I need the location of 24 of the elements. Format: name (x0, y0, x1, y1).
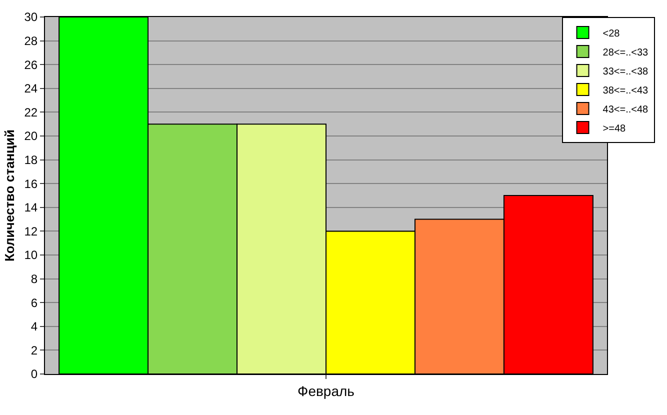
y-tick-label: 30 (24, 10, 38, 24)
y-tick-label: 20 (24, 129, 38, 144)
y-tick-label: 0 (30, 367, 38, 382)
y-tick-label: 22 (24, 105, 38, 120)
legend-label: 43<=..<48 (602, 104, 649, 116)
y-tick-label: 18 (24, 153, 38, 167)
legend-label: <28 (602, 28, 620, 40)
y-tick-label: 14 (24, 200, 38, 215)
legend-label: 33<=..<38 (602, 66, 649, 78)
y-axis-title: Количество станций (2, 129, 18, 262)
y-tick-label: 6 (30, 296, 38, 310)
y-tick-label: 16 (24, 176, 38, 191)
y-tick-label: 28 (24, 34, 38, 48)
y-tick-label: 10 (24, 248, 38, 262)
y-tick-label: 12 (24, 224, 38, 238)
y-tick-label: 26 (24, 58, 38, 72)
y-tick-label: 2 (30, 343, 38, 358)
y-tick-label: 24 (24, 82, 38, 96)
y-tick-label: 8 (30, 272, 38, 286)
x-tick-label: Февраль (298, 382, 354, 399)
y-tick-label: 4 (30, 320, 38, 334)
legend-label: 38<=..<43 (602, 85, 649, 96)
legend-label: 28<=..<33 (602, 47, 649, 58)
legend-label: >=48 (602, 123, 626, 134)
